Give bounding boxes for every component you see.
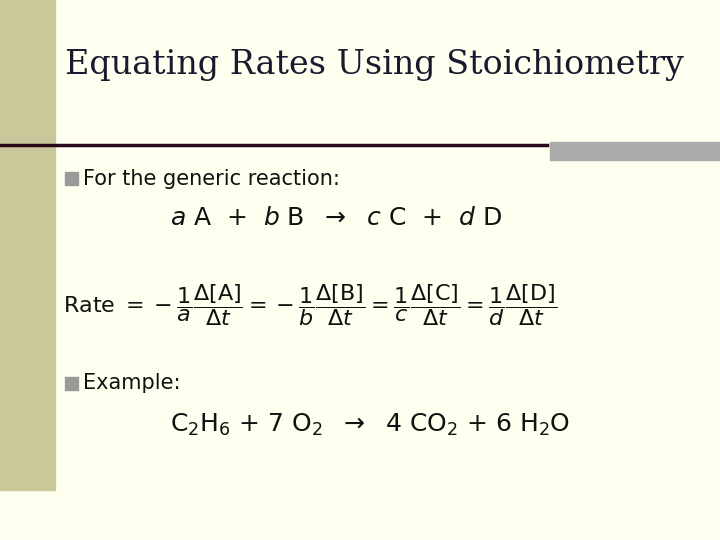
Text: $\mathit{a}$ A  +  $\mathit{b}$ B  $\rightarrow$  $\mathit{c}$ C  +  $\mathit{d}: $\mathit{a}$ A + $\mathit{b}$ B $\righta… <box>170 206 502 230</box>
Text: C$_2$H$_6$ + 7 O$_2$  $\rightarrow$  4 CO$_2$ + 6 H$_2$O: C$_2$H$_6$ + 7 O$_2$ $\rightarrow$ 4 CO$… <box>170 412 570 438</box>
Text: Equating Rates Using Stoichiometry: Equating Rates Using Stoichiometry <box>65 49 684 81</box>
Bar <box>65 377 78 390</box>
Text: Rate $= -\dfrac{1}{\mathit{a}}\dfrac{\Delta[\mathrm{A}]}{\Delta t}$$ = -\dfrac{1: Rate $= -\dfrac{1}{\mathit{a}}\dfrac{\De… <box>63 282 557 328</box>
Bar <box>550 142 720 160</box>
Text: For the generic reaction:: For the generic reaction: <box>83 169 340 189</box>
Bar <box>65 172 78 185</box>
Bar <box>0 0 55 490</box>
Text: Example:: Example: <box>83 373 181 393</box>
